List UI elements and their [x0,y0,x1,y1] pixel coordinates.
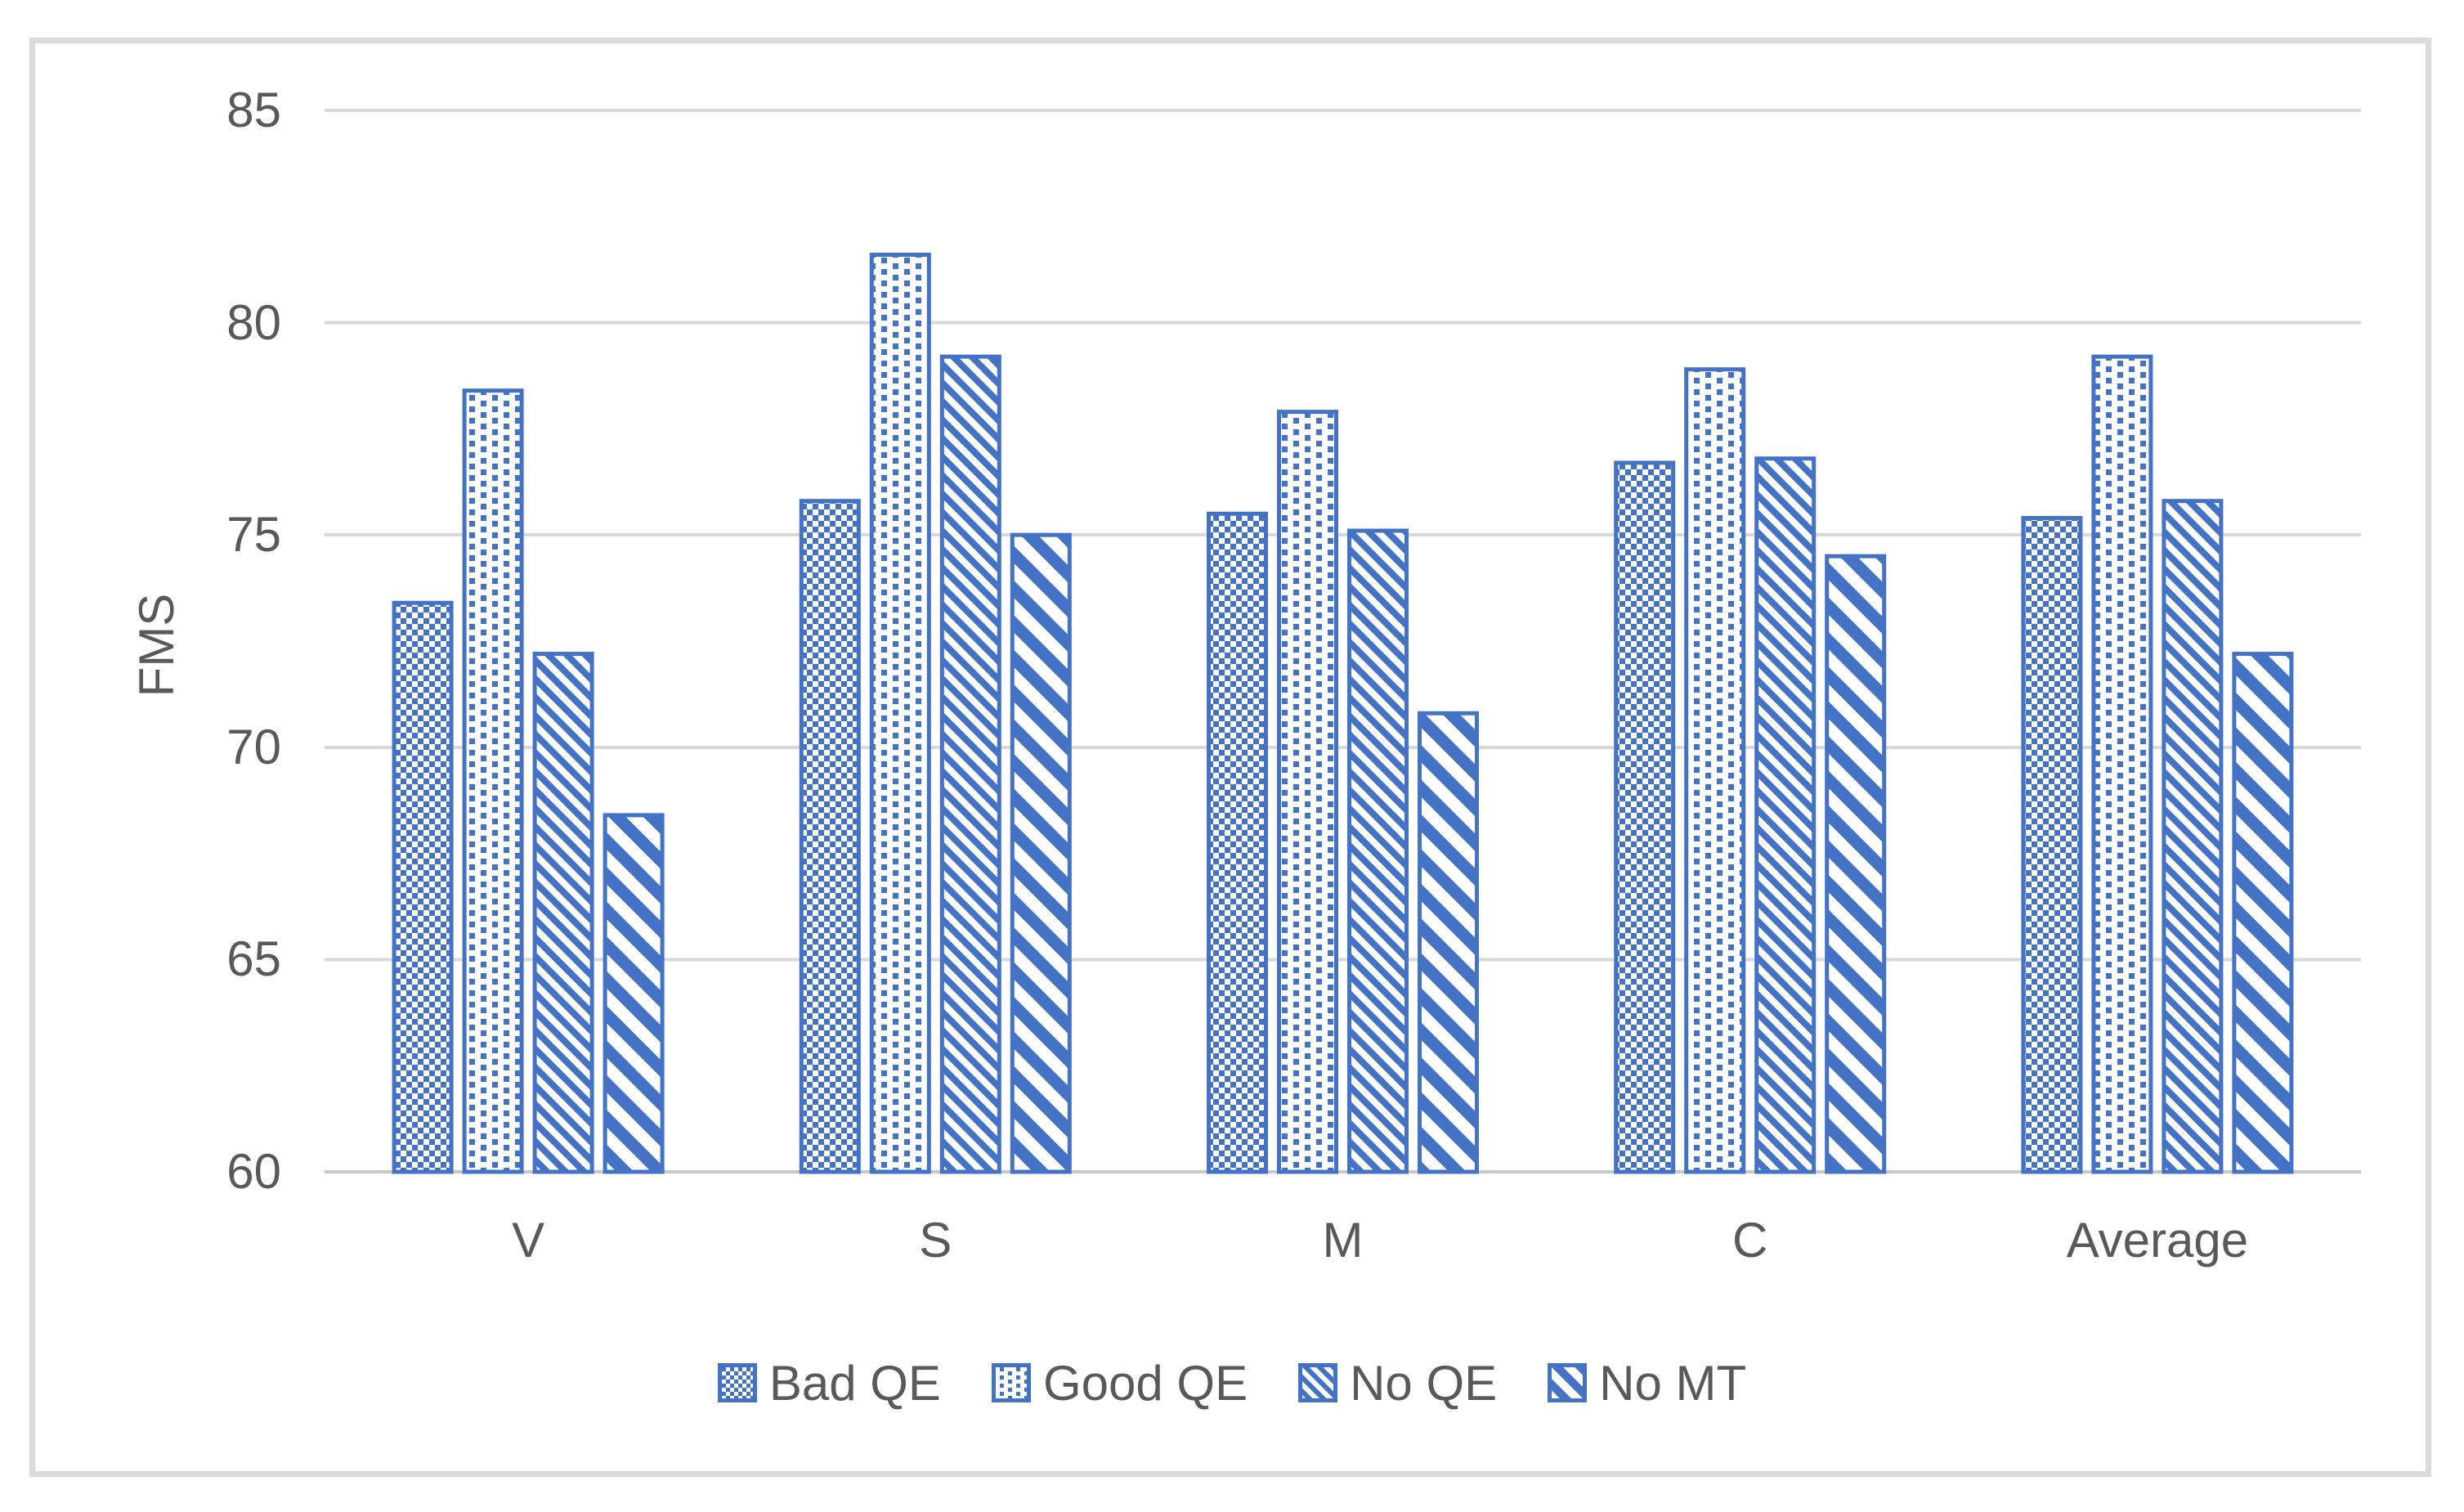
y-tick-label-60: 60 [226,1144,281,1199]
bar-no-qe-m [1347,528,1409,1174]
x-category-label-s: S [919,1213,952,1267]
legend-label: Good QE [1042,1355,1248,1411]
bar-no-qe-s [939,354,1001,1174]
legend-swatch-dots [991,1363,1031,1402]
legend-label: No QE [1350,1355,1498,1411]
bar-bad-qe-s [799,499,861,1174]
legend: Bad QE Good QE No QE No MT [0,1353,2464,1412]
bar-no-mt-v [603,813,665,1174]
legend-label: No MT [1599,1355,1747,1411]
bar-no-mt-s [1010,532,1072,1174]
y-tick-label-65: 65 [226,931,281,987]
x-category-label-c: C [1732,1213,1768,1267]
bar-no-qe-average [2162,499,2224,1174]
bar-good-qe-average [2091,354,2153,1174]
legend-item-no-qe: No QE [1298,1355,1497,1411]
bar-no-qe-v [532,652,594,1174]
bar-bad-qe-m [1207,511,1268,1174]
x-category-label-m: M [1322,1213,1364,1267]
bar-good-qe-m [1277,410,1338,1174]
x-category-label-average: Average [2066,1213,2249,1267]
bar-good-qe-c [1684,367,1746,1174]
y-tick-label-80: 80 [226,294,281,350]
bar-no-mt-m [1418,711,1479,1174]
bar-good-qe-s [869,253,931,1174]
bar-no-mt-c [1825,554,1887,1174]
bar-no-qe-c [1754,456,1817,1174]
bar-bad-qe-v [392,600,454,1174]
legend-swatch-diag-thin [1298,1363,1338,1402]
x-category-label-v: V [512,1213,545,1267]
legend-swatch-checker [717,1363,757,1402]
bar-bad-qe-average [2021,515,2083,1174]
bar-no-mt-average [2232,652,2294,1174]
legend-item-good-qe: Good QE [991,1355,1248,1411]
legend-swatch-diag-wide [1548,1363,1588,1402]
bar-good-qe-v [462,388,524,1174]
y-tick-label-70: 70 [226,719,281,774]
legend-item-bad-qe: Bad QE [717,1355,941,1411]
legend-item-no-mt: No MT [1548,1355,1746,1411]
y-tick-label-75: 75 [226,507,281,563]
legend-label: Bad QE [768,1355,941,1411]
bars [392,253,2294,1174]
y-tick-label-85: 85 [226,83,281,137]
bar-bad-qe-c [1614,460,1676,1174]
